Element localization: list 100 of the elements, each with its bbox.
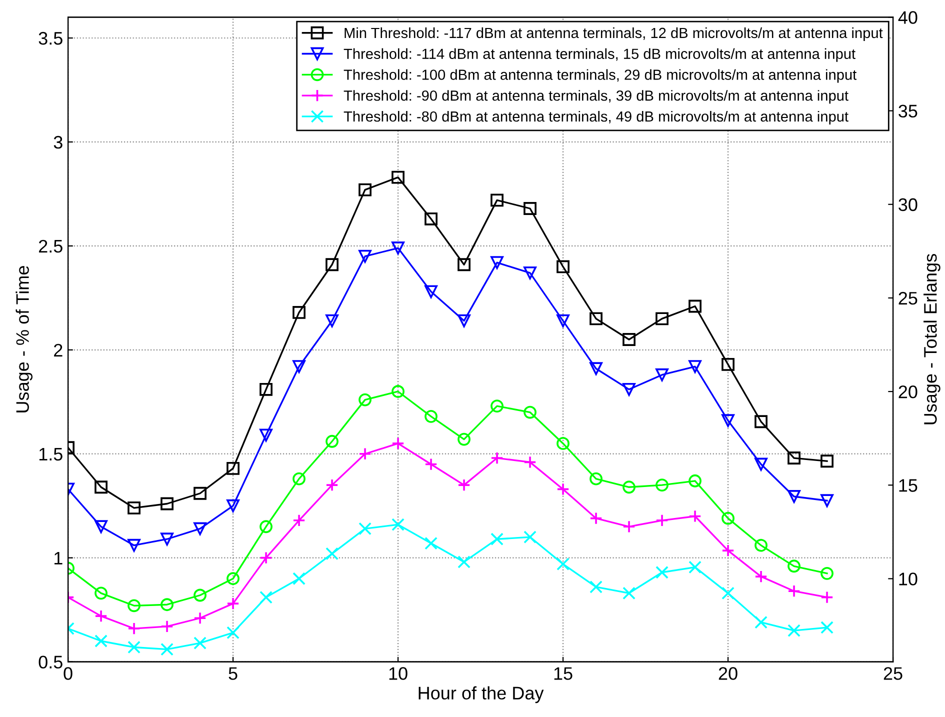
point [94,634,108,648]
point [392,385,404,398]
point [128,599,140,612]
point [94,610,108,623]
point [424,212,438,226]
point [226,499,240,512]
point [94,480,108,494]
point [458,432,470,446]
point [358,393,372,406]
point [160,497,174,510]
y-tick-label: 1.5 [39,448,62,461]
point [260,428,272,442]
point [524,530,536,544]
point [160,642,174,656]
point [358,250,372,263]
legend-label: Threshold: -90 dBm at antenna terminals, 39 dB microvolts/m at antenna input [344,90,848,104]
point [490,194,504,207]
point [524,266,536,280]
point [424,536,438,550]
y2-tick-label: 15 [899,479,918,492]
point [292,306,306,319]
point [754,458,768,471]
point [754,415,768,428]
point [260,520,272,534]
point [656,368,668,382]
point [820,590,834,604]
point [590,362,602,376]
point [754,570,768,583]
point [556,260,570,274]
y2-axis-title: Usage - Total Erlangs [924,254,940,424]
point [688,560,702,574]
y2-tick-label: 25 [898,292,918,305]
y-axis-title: Usage - % of Time [16,266,33,412]
legend-label: Min Threshold: -117 dBm at antenna terminals, 12 dB microvolts/m at antenna input [344,27,883,42]
point [326,258,338,272]
point [788,560,800,573]
point [788,452,800,464]
point [226,572,240,586]
point [656,514,668,527]
y2-tick-label: 35 [898,104,918,118]
point [556,437,570,450]
point [622,333,636,346]
point [94,520,108,534]
point [226,626,240,640]
y2-tick-label: 30 [898,198,918,212]
point [524,202,536,215]
point [424,458,438,471]
x-tick-label: 15 [554,667,572,680]
y-tick-label: 2.5 [38,240,62,253]
point [194,486,206,500]
point [490,532,504,546]
point [458,258,470,272]
point [788,584,800,598]
point [754,538,768,552]
point [722,586,734,600]
point [524,406,536,419]
point [260,382,272,396]
point [392,437,404,450]
point [160,532,174,546]
point [358,447,372,460]
point [326,314,338,328]
legend-label: Threshold: -114 dBm at antenna terminals, 15 dB microvolts/m at antenna input [344,48,856,62]
point [160,598,174,612]
x-tick-label: 20 [718,667,738,680]
x-axis-title: Hour of the Day [418,686,544,704]
point [590,472,602,486]
y2-tick-label: 20 [898,385,918,398]
point [358,183,372,196]
point [656,478,668,492]
point [260,590,272,604]
point [556,314,570,328]
y-tick-label: 0.5 [38,656,62,669]
point [326,478,338,492]
point [722,512,734,525]
point [194,612,206,625]
point [458,314,470,328]
point [424,285,438,298]
point [194,522,206,536]
point [292,514,306,527]
point [820,621,834,634]
y2-tick-label: 10 [899,572,918,586]
point [160,620,174,633]
point [820,454,834,468]
point [292,572,306,586]
point [820,566,834,580]
point [94,586,108,600]
point [490,452,504,464]
y-tick-label: 3.5 [38,32,62,45]
y-tick-label: 3 [54,136,62,149]
point [688,360,702,373]
point [128,622,140,635]
point [392,242,404,254]
point [688,510,702,523]
point [590,512,602,525]
x-tick-label: 0 [64,667,72,680]
point [392,518,404,532]
point [754,616,768,629]
point [458,478,470,492]
point [524,456,536,469]
point [226,462,240,475]
